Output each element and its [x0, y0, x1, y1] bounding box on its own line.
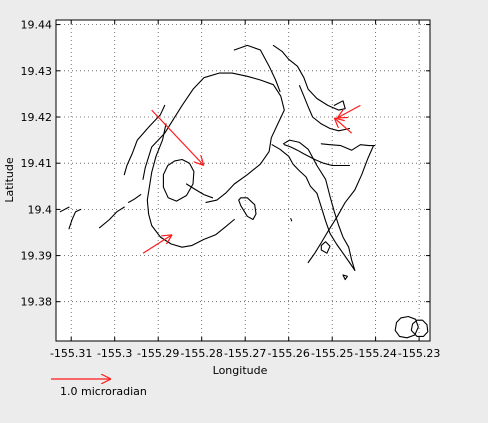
map-feature-line	[128, 194, 142, 203]
map-feature-line	[283, 144, 351, 167]
y-tick-label: 19.41	[21, 157, 53, 170]
map-features	[59, 44, 429, 339]
y-axis-title: Latitude	[3, 157, 16, 203]
map-feature-line	[342, 274, 348, 281]
y-tick-label: 19.4	[28, 203, 53, 216]
x-tick-label: -155.23	[398, 347, 440, 360]
map-feature-line	[271, 144, 356, 271]
tilt-vector-arrow	[151, 109, 204, 165]
plot-area	[56, 20, 430, 341]
y-tick-label: 19.39	[21, 250, 53, 263]
y-tick-label: 19.44	[21, 19, 53, 32]
map-feature-line	[142, 72, 285, 203]
x-tick-label: -155.25	[311, 347, 353, 360]
x-tick-label: -155.26	[267, 347, 309, 360]
plot-frame	[55, 19, 431, 342]
x-tick-label: -155.27	[224, 347, 266, 360]
map-feature-line	[410, 319, 429, 337]
tilt-vector-arrow	[334, 118, 353, 134]
map-feature-line	[298, 85, 351, 132]
map-feature-line	[290, 218, 293, 222]
x-tick-label: -155.3	[97, 347, 132, 360]
grid-lines	[56, 20, 430, 341]
map-feature-line	[307, 145, 375, 264]
map-feature-line	[282, 139, 356, 271]
scale-legend: 1.0 microradian	[51, 379, 147, 398]
map-feature-line	[123, 104, 166, 176]
map-feature-line	[162, 158, 195, 202]
tilt-vector-arrow	[337, 104, 361, 118]
map-feature-line	[185, 183, 214, 199]
y-tick-label: 19.43	[21, 65, 53, 78]
map-feature-line	[68, 208, 82, 230]
x-tick-label: -155.31	[50, 347, 92, 360]
map-feature-line	[146, 123, 235, 248]
map-feature-line	[272, 44, 346, 111]
map-feature-line	[320, 241, 331, 254]
map-feature-line	[233, 44, 281, 93]
tilt-vector-arrow	[142, 235, 172, 254]
y-axis-ticks: 19.38 19.39 19.4 19.41 19.42 19.43 19.44	[21, 19, 430, 309]
y-tick-label: 19.38	[21, 296, 53, 309]
map-feature-line	[238, 197, 257, 221]
x-tick-label: -155.28	[180, 347, 222, 360]
tilt-vectors	[142, 104, 361, 254]
x-axis-title: Longitude	[213, 364, 268, 377]
map-feature-line	[59, 206, 70, 213]
y-tick-label: 19.42	[21, 111, 53, 124]
x-axis-ticks: -155.31 -155.3 -155.29 -155.28 -155.27 -155.2…	[50, 20, 440, 360]
map-feature-line	[320, 143, 376, 151]
x-tick-label: -155.29	[137, 347, 179, 360]
x-tick-label: -155.24	[354, 347, 396, 360]
map-feature-line	[394, 315, 419, 339]
scale-vector-label: 1.0 microradian	[60, 385, 147, 398]
map-feature-line	[98, 206, 125, 229]
